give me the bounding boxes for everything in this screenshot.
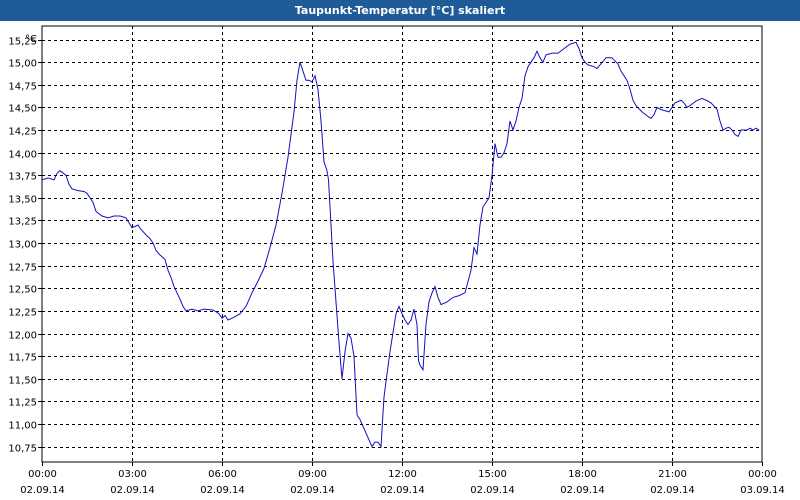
chart-svg: 15,25 15,00 14,75 14,50 14,25 14,00 13,75 13,50… [8, 25, 785, 496]
x-tick-time: 18:00 [568, 469, 597, 480]
y-tick-label: 14,00 [8, 150, 37, 161]
y-tick-label: 12,75 [8, 263, 37, 274]
y-tick-label: 12,25 [8, 308, 37, 319]
x-tick-time: 00:00 [748, 469, 777, 480]
y-tick-label: 12,50 [8, 285, 37, 296]
y-tick-label: 11,50 [8, 376, 37, 387]
x-tick-date: 02.09.14 [20, 485, 65, 496]
x-tick-time: 15:00 [478, 469, 507, 480]
y-tick-label: 14,50 [8, 104, 37, 115]
y-axis-unit: °C [25, 34, 37, 45]
x-tick-time: 09:00 [298, 469, 327, 480]
y-tick-label: 13,50 [8, 195, 37, 206]
y-tick-label: 11,00 [8, 421, 37, 432]
x-tick-date: 02.09.14 [200, 485, 245, 496]
x-tick-time: 12:00 [388, 469, 417, 480]
y-tick-label: 13,75 [8, 172, 37, 183]
y-tick-label: 11,25 [8, 398, 37, 409]
x-tick-time: 03:00 [118, 469, 147, 480]
y-tick-label: 14,75 [8, 82, 37, 93]
y-tick-label: 15,00 [8, 59, 37, 70]
y-tick-label: 12,00 [8, 331, 37, 342]
x-tick-date: 02.09.14 [650, 485, 695, 496]
x-tick-time: 00:00 [28, 469, 57, 480]
chart-title: Taupunkt-Temperatur [°C] skaliert [0, 0, 800, 21]
x-tick-date: 02.09.14 [470, 485, 515, 496]
series-line [41, 41, 760, 449]
x-tick-date: 02.09.14 [110, 485, 155, 496]
y-tick-label: 15,25 [8, 37, 37, 48]
y-tick-label: 14,25 [8, 127, 37, 138]
x-tick-date: 02.09.14 [560, 485, 605, 496]
y-tick-label: 13,25 [8, 217, 37, 228]
y-tick-label: 11,75 [8, 353, 37, 364]
y-tick-label: 13,00 [8, 240, 37, 251]
plot-area: 15,25 15,00 14,75 14,50 14,25 14,00 13,75 13,50… [0, 21, 800, 500]
x-tick-time: 06:00 [208, 469, 237, 480]
x-tick-date: 03.09.14 [740, 485, 785, 496]
x-tick-time: 21:00 [658, 469, 687, 480]
x-tick-date: 02.09.14 [290, 485, 335, 496]
y-tick-label: 10,75 [8, 444, 37, 455]
x-tick-date: 02.09.14 [380, 485, 425, 496]
